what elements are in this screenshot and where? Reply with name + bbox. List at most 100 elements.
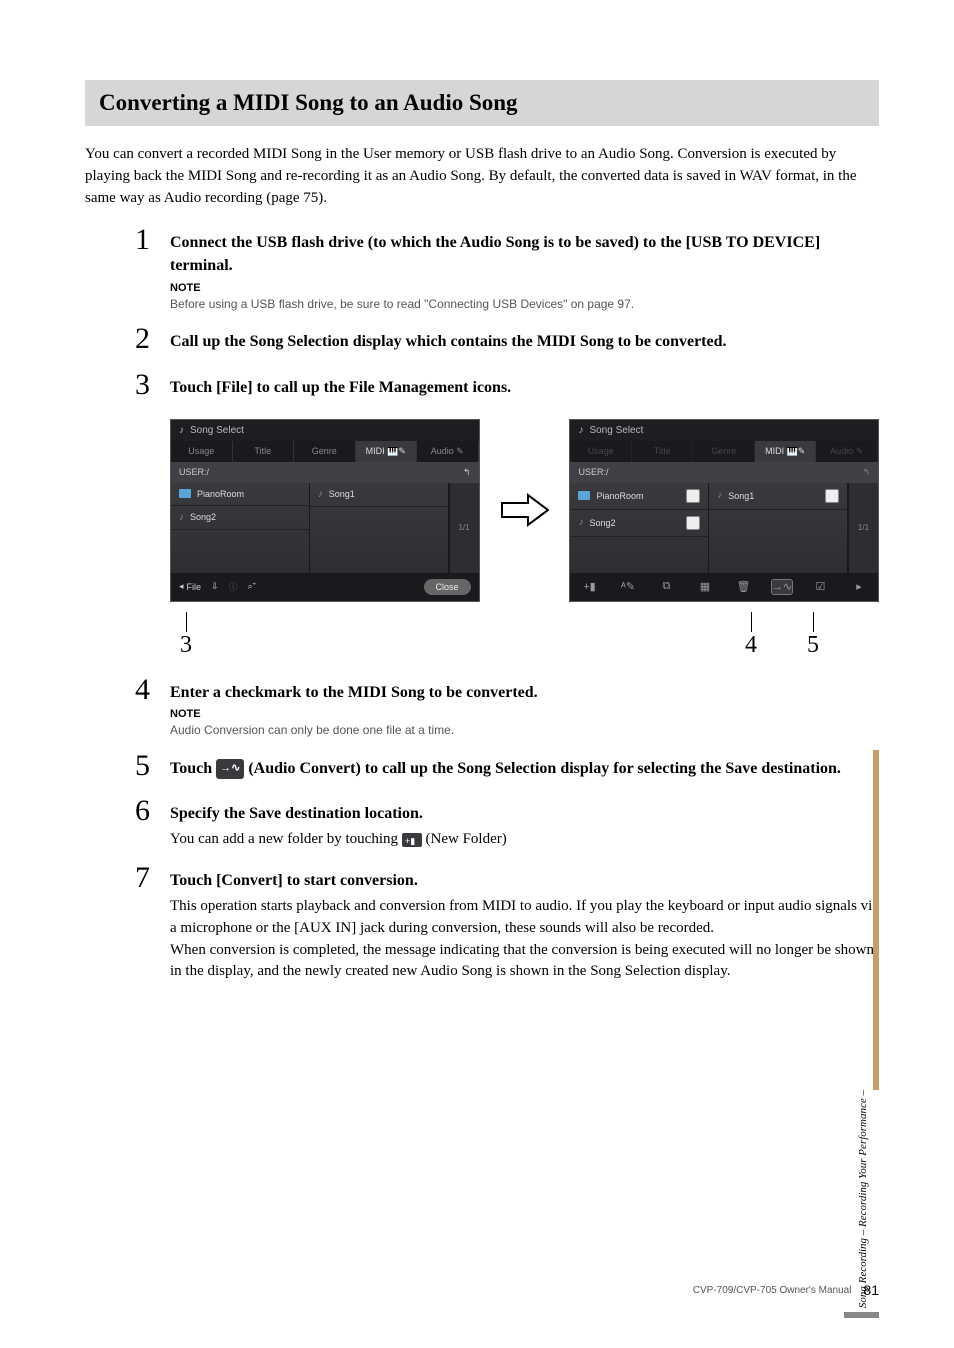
step-5: 5 Touch →∿ (Audio Convert) to call up th… (85, 755, 879, 784)
tab-title: Title (632, 441, 694, 462)
footer: CVP-709/CVP-705 Owner's Manual 81 (693, 1282, 879, 1298)
tab-usage[interactable]: Usage (171, 441, 233, 462)
tab-genre[interactable]: Genre (294, 441, 356, 462)
audio-convert-inline-icon: →∿ (216, 759, 244, 779)
tab-usage: Usage (570, 441, 632, 462)
screen-title-bar: ♪ Song Select (171, 420, 479, 441)
copy-icon[interactable]: ⧉ (655, 579, 677, 595)
tab-audio: Audio ✎ (816, 441, 878, 462)
step-number: 2 (135, 324, 170, 357)
tab-midi[interactable]: MIDI 🎹✎ (356, 441, 418, 462)
file-list: PianoRoom ♪ Song2 ♪ Song1 1/1 (570, 483, 878, 573)
file-col-right: ♪ Song1 (709, 483, 848, 573)
file-col-left: PianoRoom ♪ Song2 (171, 483, 310, 573)
step-body: Touch [Convert] to start conversion. Thi… (170, 867, 879, 983)
new-folder-inline-icon: +▮ (402, 833, 422, 847)
step-title: Touch [Convert] to start conversion. (170, 869, 879, 892)
file-col-right: ♪ Song1 (310, 483, 449, 573)
tab-audio[interactable]: Audio ✎ (417, 441, 479, 462)
close-button[interactable]: Close (424, 579, 471, 595)
list-item[interactable]: ♪ Song2 (171, 506, 309, 530)
step-body: Connect the USB flash drive (to which th… (170, 229, 879, 312)
note-icon: ♪ (318, 489, 323, 500)
step-3: 3 Touch [File] to call up the File Manag… (85, 374, 879, 403)
section-title: Converting a MIDI Song to an Audio Song (99, 90, 865, 116)
item-label: Song1 (728, 491, 819, 501)
step-number: 5 (135, 751, 170, 784)
step6-after: (New Folder) (426, 831, 507, 847)
item-label: PianoRoom (596, 491, 680, 501)
info-icon[interactable]: ⓘ (229, 580, 238, 593)
screen-tabs: Usage Title Genre MIDI 🎹✎ Audio ✎ (570, 441, 878, 462)
step-body: Touch →∿ (Audio Convert) to call up the … (170, 755, 879, 784)
checkbox[interactable] (686, 516, 700, 530)
arrow-icon (500, 493, 550, 527)
select-all-icon[interactable]: ☑ (809, 579, 831, 595)
breadcrumb-path: USER:/ (179, 467, 209, 478)
list-item[interactable]: PianoRoom (171, 483, 309, 506)
list-item[interactable]: ♪ Song2 (570, 510, 708, 537)
note-icon: ♪ (578, 517, 583, 528)
file-button[interactable]: ◂ File (179, 581, 201, 592)
step-desc: You can add a new folder by touching +▮ … (170, 829, 879, 851)
list-item[interactable]: ♪ Song1 (709, 483, 847, 510)
search-icon[interactable]: ⌕⁺ (248, 581, 256, 592)
step-number: 1 (135, 225, 170, 312)
step-title: Call up the Song Selection display which… (170, 330, 879, 353)
step-body: Enter a checkmark to the MIDI Song to be… (170, 679, 879, 739)
callout-row: 3 4 5 (170, 612, 879, 659)
screen-bottom-bar: +▮ ᴬ✎ ⧉ ▦ 🗑 →∿ ☑ ▸ (570, 573, 878, 601)
list-item[interactable]: ♪ Song1 (310, 483, 448, 507)
tab-midi-label: MIDI (366, 446, 385, 456)
screen-left: ♪ Song Select Usage Title Genre MIDI 🎹✎ … (170, 419, 480, 602)
step-title: Enter a checkmark to the MIDI Song to be… (170, 681, 879, 704)
note-text: Audio Conversion can only be done one fi… (170, 722, 879, 739)
up-icon[interactable]: ↰ (862, 467, 870, 478)
screen-title-bar: ♪ Song Select (570, 420, 878, 441)
step-1: 1 Connect the USB flash drive (to which … (85, 229, 879, 312)
page-indicator: 1/1 (449, 483, 479, 573)
file-label: File (187, 582, 202, 592)
side-text: Song Recording – Recording Your Performa… (857, 1090, 869, 1308)
step-4: 4 Enter a checkmark to the MIDI Song to … (85, 679, 879, 739)
file-col-left: PianoRoom ♪ Song2 (570, 483, 709, 573)
tab-audio-label: Audio (830, 446, 853, 456)
screens-row: ♪ Song Select Usage Title Genre MIDI 🎹✎ … (170, 419, 879, 602)
checkbox[interactable] (825, 489, 839, 503)
svg-text:+▮: +▮ (405, 836, 415, 846)
step-body: Touch [File] to call up the File Managem… (170, 374, 879, 403)
step5-before: Touch (170, 760, 216, 777)
item-label: PianoRoom (197, 489, 244, 499)
step-body: Call up the Song Selection display which… (170, 328, 879, 357)
item-label: Song2 (190, 512, 216, 522)
step-title: Specify the Save destination location. (170, 802, 879, 825)
step-7: 7 Touch [Convert] to start conversion. T… (85, 867, 879, 983)
note-text: Before using a USB flash drive, be sure … (170, 296, 879, 313)
callout-line (186, 612, 187, 632)
callout-number: 3 (180, 632, 192, 659)
checkbox[interactable] (686, 489, 700, 503)
up-icon[interactable]: ↰ (463, 467, 471, 478)
screen-title: Song Select (589, 425, 643, 436)
back-icon[interactable]: ▸ (848, 579, 870, 595)
intro-text: You can convert a recorded MIDI Song in … (85, 144, 879, 209)
footer-accent (844, 1312, 879, 1318)
callout-line (813, 612, 814, 632)
file-list: PianoRoom ♪ Song2 ♪ Song1 1/1 (171, 483, 479, 573)
callout-3: 3 (180, 612, 192, 659)
step-title: Touch →∿ (Audio Convert) to call up the … (170, 757, 879, 780)
save-icon[interactable]: ⇩ (211, 581, 219, 592)
rename-icon[interactable]: ᴬ✎ (617, 579, 639, 595)
new-folder-icon[interactable]: +▮ (578, 579, 600, 595)
tab-title[interactable]: Title (233, 441, 295, 462)
tab-midi[interactable]: MIDI 🎹✎ (755, 441, 817, 462)
list-item[interactable]: PianoRoom (570, 483, 708, 510)
step-2: 2 Call up the Song Selection display whi… (85, 328, 879, 357)
screen-title: Song Select (190, 425, 244, 436)
delete-icon[interactable]: 🗑 (732, 579, 754, 595)
breadcrumb-bar: USER:/ ↰ (171, 462, 479, 483)
move-icon[interactable]: ▦ (694, 579, 716, 595)
audio-convert-icon[interactable]: →∿ (771, 579, 793, 595)
step-title: Connect the USB flash drive (to which th… (170, 231, 879, 277)
callout-number: 4 (745, 632, 757, 659)
